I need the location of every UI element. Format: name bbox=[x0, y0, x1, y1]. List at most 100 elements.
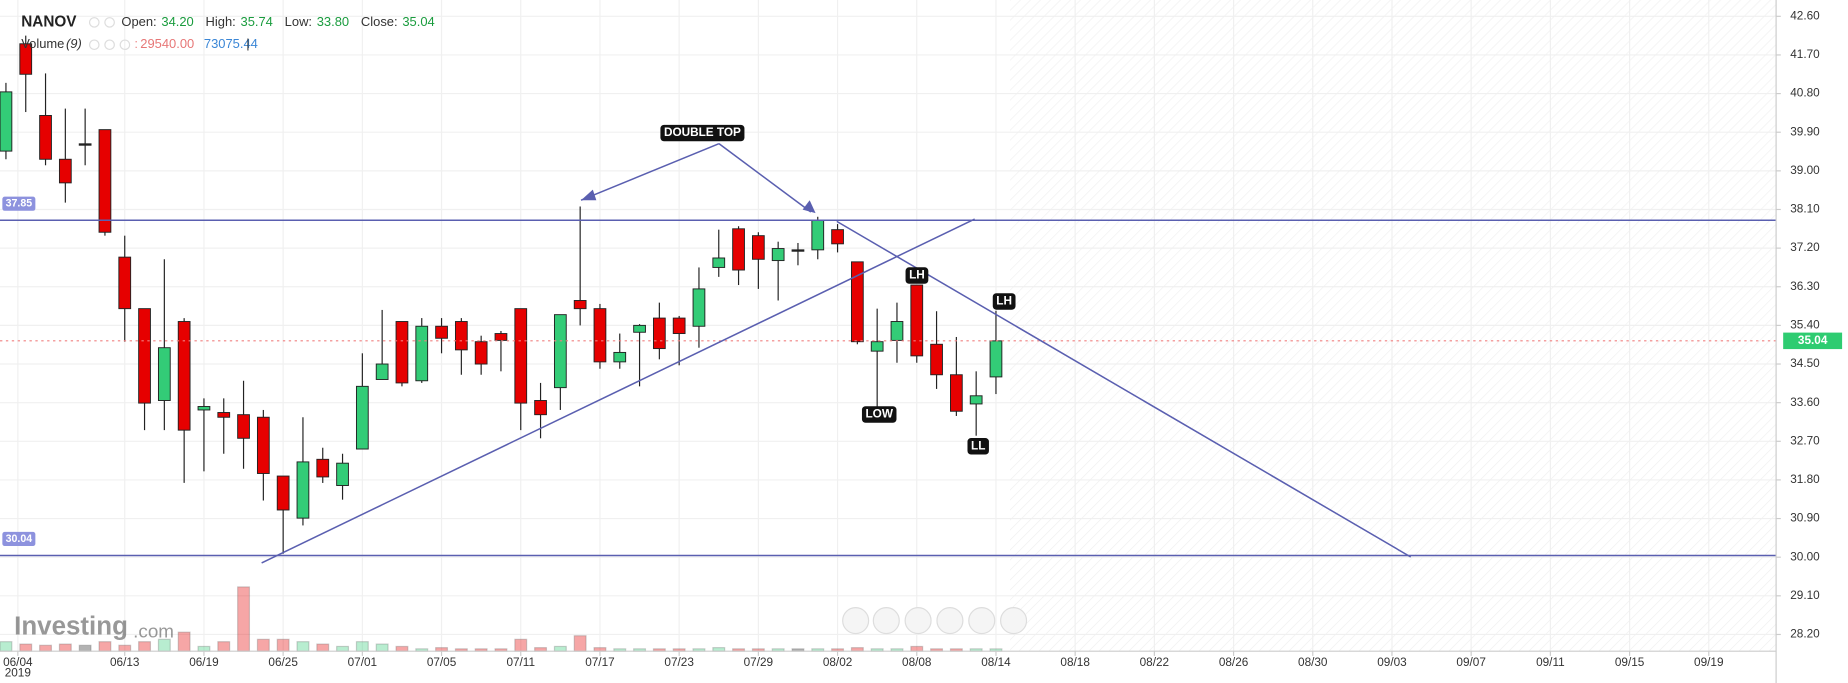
grid bbox=[0, 0, 1777, 652]
volume-bar bbox=[375, 643, 389, 652]
volume-bar bbox=[336, 645, 350, 652]
annotation: LH bbox=[909, 269, 925, 282]
symbol: NANOV bbox=[21, 13, 77, 30]
candle-body bbox=[494, 333, 508, 341]
watermark: Investing bbox=[14, 613, 128, 641]
volume-bar bbox=[98, 641, 112, 652]
hline-label: 37.85 bbox=[6, 198, 33, 210]
trend-line bbox=[718, 143, 812, 213]
legend: NANOV Volume (9) : 29540.00 73075.44 | O… bbox=[21, 13, 435, 51]
field-value: 35.04 bbox=[402, 14, 434, 29]
annotation: LOW bbox=[865, 408, 893, 421]
candle-body bbox=[870, 341, 884, 352]
x-tick-label: 09/07 bbox=[1456, 656, 1485, 669]
candle-body bbox=[39, 115, 52, 160]
field-value: 34.20 bbox=[161, 14, 193, 29]
candle-body bbox=[138, 308, 151, 404]
y-tick-label: 32.70 bbox=[1790, 434, 1820, 447]
arrow-head bbox=[581, 189, 597, 201]
field-label: Low: bbox=[285, 14, 312, 29]
candle-body bbox=[989, 340, 1003, 378]
volume-bar bbox=[514, 638, 528, 652]
candle-body bbox=[969, 395, 983, 405]
candle-body bbox=[850, 261, 864, 343]
candle-body bbox=[336, 462, 349, 486]
candle-body bbox=[58, 158, 72, 184]
x-tick-label: 08/14 bbox=[981, 656, 1011, 669]
nav-button[interactable] bbox=[968, 607, 996, 635]
x-tick-label: 09/11 bbox=[1536, 656, 1565, 669]
volume-bar bbox=[197, 645, 211, 652]
annotation-box bbox=[660, 124, 745, 142]
candle-body bbox=[633, 324, 646, 333]
candle-body bbox=[514, 308, 528, 404]
nav-button[interactable] bbox=[1000, 607, 1028, 635]
candle-body bbox=[355, 385, 369, 450]
nav-button[interactable] bbox=[842, 607, 870, 635]
y-tick-label: 41.70 bbox=[1790, 48, 1820, 61]
x-tick-label: 06/25 bbox=[268, 656, 298, 669]
candle-body bbox=[0, 91, 13, 152]
last-price-label: 35.04 bbox=[1798, 334, 1828, 347]
y-tick-label: 29.10 bbox=[1790, 589, 1820, 602]
volume-bar bbox=[395, 645, 409, 652]
candle-body bbox=[197, 406, 211, 411]
volume-bar bbox=[177, 631, 191, 652]
x-tick-label: 09/15 bbox=[1615, 656, 1645, 669]
trend-line bbox=[261, 218, 976, 564]
annotation: DOUBLE TOP bbox=[664, 126, 741, 139]
candle-body bbox=[78, 143, 92, 146]
x-tick-label: 08/08 bbox=[902, 656, 932, 669]
candle-body bbox=[692, 288, 706, 327]
icon bbox=[88, 39, 100, 51]
volume-bar bbox=[237, 586, 251, 652]
x-tick-label: 06/13 bbox=[110, 656, 140, 669]
candle-body bbox=[930, 343, 943, 376]
nav-button[interactable] bbox=[904, 607, 932, 635]
x-tick-label: 07/17 bbox=[585, 656, 614, 669]
candle-body bbox=[276, 475, 290, 511]
x-tick-label: 06/04 bbox=[3, 656, 33, 669]
x-tick-label: 08/22 bbox=[1140, 656, 1169, 669]
annotation: LL bbox=[971, 439, 985, 452]
candle-body bbox=[19, 43, 33, 75]
field-value: 35.74 bbox=[240, 14, 272, 29]
x-tick-label: 06/19 bbox=[189, 656, 218, 669]
y-tick-label: 37.20 bbox=[1790, 241, 1820, 254]
volume-bar bbox=[573, 635, 587, 652]
x-tick-label: 08/26 bbox=[1219, 656, 1249, 669]
candle-body bbox=[573, 300, 587, 310]
nav-button[interactable] bbox=[872, 607, 900, 635]
candle-body bbox=[395, 321, 409, 384]
x-year: 2019 bbox=[5, 667, 31, 680]
volume-bar bbox=[0, 641, 13, 652]
x-tick-label: 08/02 bbox=[823, 656, 852, 669]
candle-body bbox=[296, 461, 310, 519]
volume-ma: 73075.44 bbox=[204, 36, 258, 51]
candle-body bbox=[98, 129, 112, 233]
candle-body bbox=[157, 347, 171, 401]
x-tick-label: 08/18 bbox=[1060, 656, 1090, 669]
candle-body bbox=[751, 235, 765, 260]
icon bbox=[104, 17, 115, 28]
volume-bar bbox=[910, 645, 924, 652]
trend-line bbox=[580, 142, 720, 201]
nav-button[interactable] bbox=[936, 607, 964, 635]
volume-bar bbox=[58, 643, 72, 652]
candle-body bbox=[910, 284, 924, 357]
volume-bar bbox=[276, 638, 290, 652]
x-tick-label: 07/29 bbox=[744, 656, 773, 669]
x-tick-label: 09/03 bbox=[1377, 656, 1407, 669]
volume-bar bbox=[217, 641, 231, 652]
candle-body bbox=[672, 317, 686, 335]
candle-body bbox=[791, 249, 805, 252]
candle-body bbox=[950, 374, 963, 412]
candle-body bbox=[454, 321, 468, 351]
y-tick-label: 31.80 bbox=[1790, 473, 1820, 486]
candle-body bbox=[811, 219, 825, 251]
volume-bar bbox=[256, 638, 270, 652]
x-tick-label: 07/05 bbox=[427, 656, 457, 669]
candle-body bbox=[316, 458, 330, 478]
volume-bar bbox=[355, 641, 369, 652]
